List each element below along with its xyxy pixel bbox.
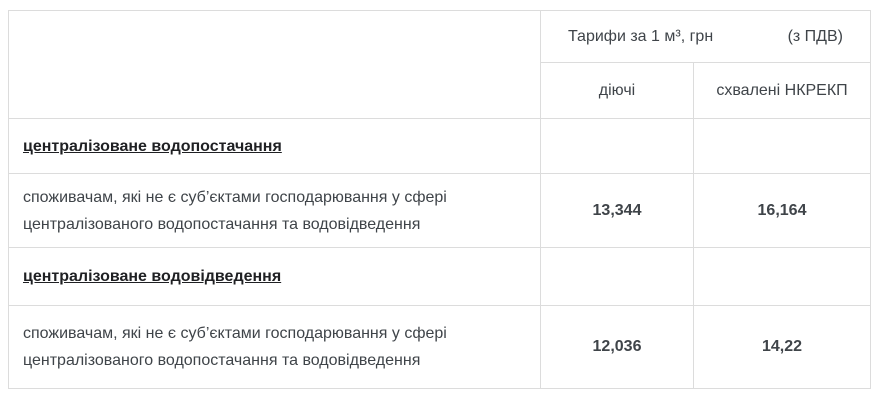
- value-cell-current: 13,344: [540, 173, 694, 248]
- tariff-table: Тарифи за 1 м³, грн (з ПДВ) діючі схвале…: [8, 10, 872, 389]
- tariff-title-wrap: Тарифи за 1 м³, грн (з ПДВ): [568, 28, 843, 46]
- table-row-section-sewerage: централізоване водовідведення: [8, 247, 872, 306]
- value-cell-approved: 16,164: [692, 173, 872, 248]
- tariff-title-cell: Тарифи за 1 м³, грн (з ПДВ): [539, 10, 872, 63]
- value-cell-current: [540, 118, 694, 174]
- section-title: централізоване водопостачання: [23, 137, 282, 155]
- value-cell-current: [540, 247, 694, 306]
- table-row-water-supply-consumers: споживачам, які не є суб’єктами господар…: [8, 173, 872, 248]
- row-label-cell: споживачам, які не є суб’єктами господар…: [8, 305, 541, 389]
- row-label-cell: споживачам, які не є суб’єктами господар…: [8, 173, 541, 248]
- value-cell-approved: [692, 247, 872, 306]
- header-row-columns: діючі схвалені НКРЕКП: [9, 62, 872, 119]
- value-cell-approved: 14,22: [692, 305, 872, 389]
- tariff-title-label: Тарифи за 1 м³, грн: [568, 27, 714, 45]
- section-title: централізоване водовідведення: [23, 268, 282, 285]
- value-cell-approved: [692, 118, 872, 174]
- column-header-approved: схвалені НКРЕКП: [692, 62, 872, 119]
- table-row-sewerage-consumers: споживачам, які не є суб’єктами господар…: [8, 305, 872, 389]
- column-header-current: діючі: [540, 62, 694, 119]
- value-cell-current: 12,036: [540, 305, 694, 389]
- section-label-cell: централізоване водовідведення: [8, 247, 541, 306]
- empty-corner-cell: [8, 10, 541, 119]
- section-label-cell: централізоване водопостачання: [8, 118, 541, 174]
- table-row-section-water-supply: централізоване водопостачання: [8, 118, 872, 174]
- header-row-title: Тарифи за 1 м³, грн (з ПДВ): [8, 10, 872, 119]
- vat-note-label: (з ПДВ): [787, 27, 844, 45]
